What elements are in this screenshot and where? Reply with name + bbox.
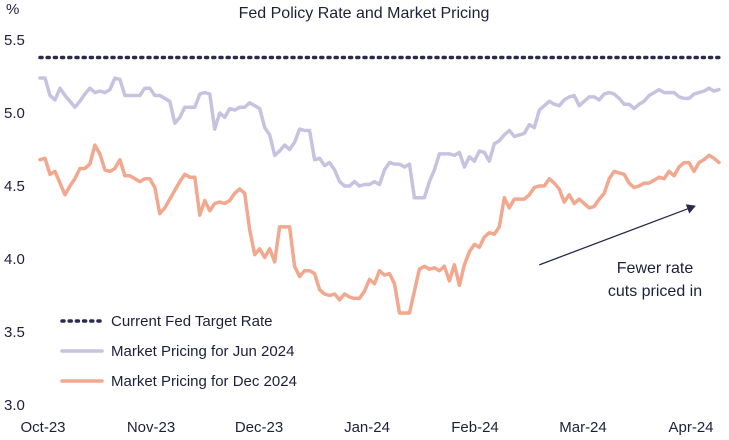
- x-tick-label: Nov-23: [127, 419, 175, 436]
- legend-label-dec: Market Pricing for Dec 2024: [111, 373, 297, 390]
- x-tick-label: Apr-24: [668, 419, 713, 436]
- legend: Current Fed Target Rate Market Pricing f…: [60, 313, 297, 390]
- y-tick-label: 5.5: [4, 32, 25, 49]
- annotation-text-line2: cuts priced in: [608, 283, 702, 300]
- y-axis-ticks: 3.0 3.5 4.0 4.5 5.0 5.5: [4, 32, 25, 414]
- legend-label-jun: Market Pricing for Jun 2024: [111, 343, 294, 360]
- annotation-arrow: [539, 204, 696, 266]
- x-axis-ticks: Oct-23 Nov-23 Dec-23 Jan-24 Feb-24 Mar-24 Apr-…: [20, 419, 713, 436]
- y-tick-label: 4.5: [4, 178, 25, 195]
- jun-2024-pricing-line: [38, 76, 721, 200]
- chart-title: Fed Policy Rate and Market Pricing: [239, 5, 490, 22]
- x-tick-label: Dec-23: [235, 419, 283, 436]
- dec-2024-pricing-line: [38, 143, 721, 315]
- legend-label-target: Current Fed Target Rate: [111, 313, 272, 330]
- y-tick-label: 3.5: [4, 324, 25, 341]
- annotation-text-line1: Fewer rate: [617, 260, 694, 277]
- x-tick-label: Feb-24: [451, 419, 499, 436]
- y-tick-label: 5.0: [4, 105, 25, 122]
- x-tick-label: Jan-24: [344, 419, 390, 436]
- x-tick-label: Oct-23: [20, 419, 65, 436]
- x-tick-label: Mar-24: [559, 419, 607, 436]
- y-axis-label: %: [6, 1, 19, 18]
- y-tick-label: 3.0: [4, 397, 25, 414]
- y-tick-label: 4.0: [4, 251, 25, 268]
